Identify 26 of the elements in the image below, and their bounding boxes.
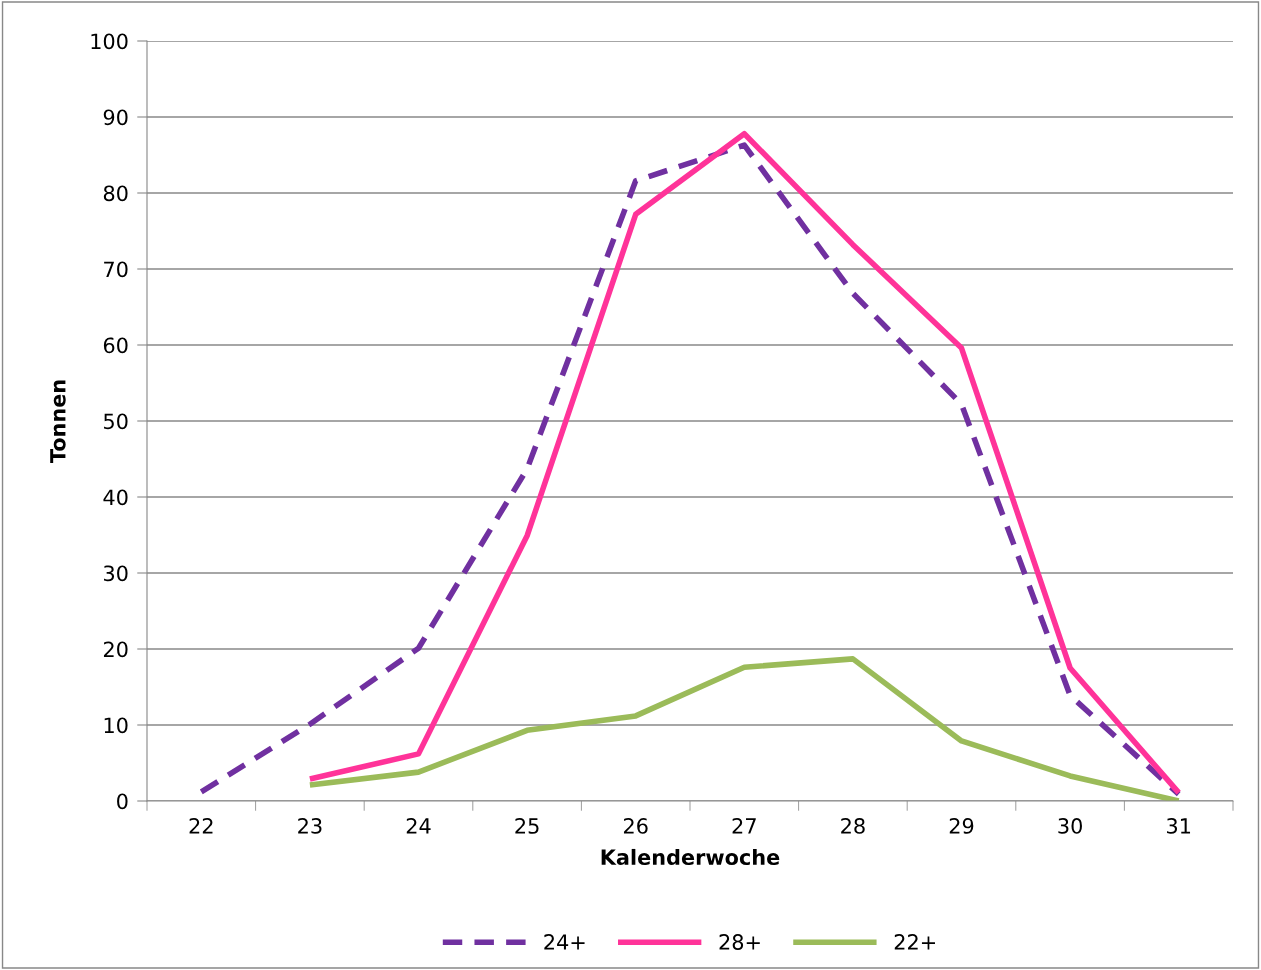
y-axis-title: Tonnen (50, 380, 66, 464)
x-tick-label: 29 (949, 818, 974, 834)
x-tick-label: 23 (298, 818, 322, 834)
y-tick-label: 20 (103, 641, 128, 658)
x-tick-label: 26 (623, 818, 648, 834)
y-tick-label: 70 (104, 261, 128, 278)
x-tick-label: 27 (732, 818, 756, 834)
x-tick-label: 30 (1058, 818, 1082, 834)
y-tick-label: 30 (104, 565, 128, 582)
legend-label: 24+ (544, 934, 585, 950)
y-tick-label: 100 (91, 33, 128, 50)
legend-label: 28+ (719, 934, 760, 950)
x-tick-label: 24 (406, 818, 431, 834)
y-tick-label: 50 (104, 413, 128, 430)
y-tick-label: 0 (117, 793, 128, 810)
x-tick-label: 25 (515, 818, 539, 834)
y-tick-label: 60 (103, 337, 128, 354)
x-tick-label: 31 (1167, 818, 1191, 834)
y-tick-label: 40 (103, 489, 128, 506)
y-tick-label: 80 (103, 185, 128, 202)
x-axis-title: Kalenderwoche (601, 848, 780, 866)
x-tick-label: 28 (841, 818, 865, 834)
legend-label: 22+ (894, 934, 935, 950)
y-tick-label: 10 (104, 717, 128, 734)
x-tick-label: 22 (189, 818, 213, 834)
y-tick-label: 90 (103, 109, 128, 126)
